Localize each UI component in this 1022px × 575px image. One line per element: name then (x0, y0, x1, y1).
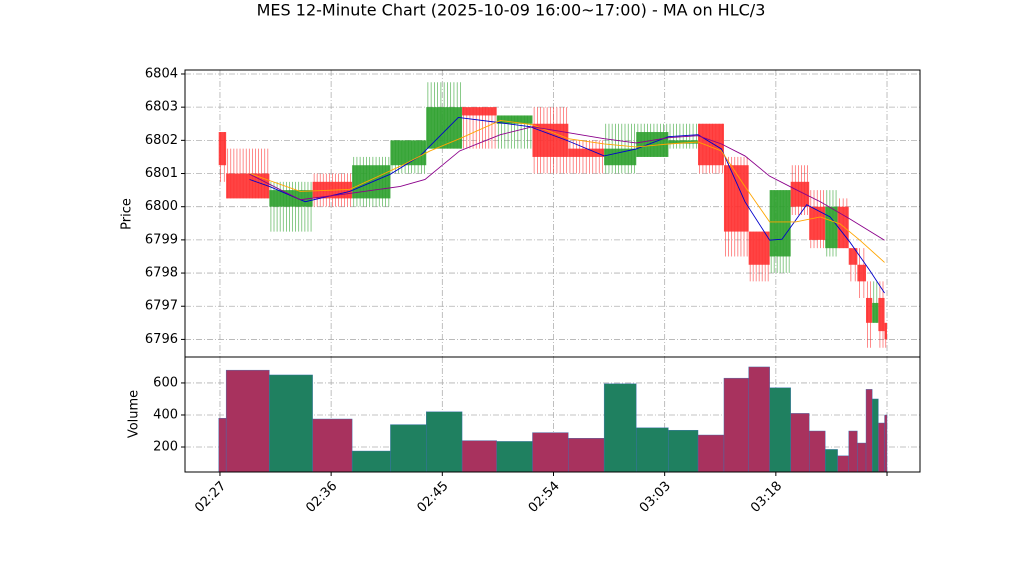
y-tick-label: 6803 (145, 100, 178, 115)
y-tick-label: 400 (153, 407, 178, 422)
y-tick-label: 6797 (145, 299, 178, 314)
volume-bar (636, 427, 669, 473)
candle-body (218, 132, 227, 166)
candle-body (668, 140, 699, 144)
volume-bar (748, 366, 770, 473)
candle-body (390, 140, 427, 166)
volume-bar (825, 449, 838, 473)
volume-bar (312, 418, 353, 473)
y-tick-label: 6799 (145, 232, 178, 247)
candle-body (723, 165, 749, 232)
volume-bar (351, 450, 391, 473)
candle-body (698, 123, 724, 166)
candle-body (426, 107, 463, 149)
y-axis-label: Price (120, 198, 135, 230)
volume-bar (848, 430, 858, 473)
candle-body (496, 115, 533, 124)
volume-bar (808, 430, 826, 473)
volume-frame (184, 356, 921, 473)
volume-bar (871, 398, 879, 473)
moving-average-line (249, 116, 885, 294)
volume-bar (865, 389, 873, 473)
y-tick-label: 6796 (145, 332, 178, 347)
y-tick-label: 6801 (145, 166, 178, 181)
candle-body (825, 206, 838, 249)
volume-bar (603, 383, 637, 473)
moving-average-line (249, 119, 885, 263)
candle-body (748, 231, 770, 265)
volume-bar (461, 440, 497, 473)
volume-bar (426, 411, 463, 473)
y-tick-label: 6800 (145, 199, 178, 214)
chart-title: MES 12-Minute Chart (2025-10-09 16:00~17… (257, 1, 766, 20)
volume-bar (568, 438, 605, 473)
moving-average-line (249, 126, 885, 241)
candle-body (809, 206, 826, 240)
volume-bar (390, 424, 427, 473)
volume-bar (857, 442, 867, 473)
volume-bar (790, 413, 810, 473)
volume-bar (884, 414, 888, 473)
volume-bar (218, 417, 227, 473)
y-tick-label: 6804 (145, 66, 178, 81)
candle-body (866, 297, 873, 323)
candle-body (790, 181, 810, 207)
volume-bar (697, 434, 725, 473)
candle-body (884, 322, 888, 340)
y-tick-label: 600 (153, 375, 178, 390)
candle-body (462, 107, 497, 116)
candle-body (269, 190, 313, 207)
candle-body (226, 173, 270, 199)
volume-axis-label: Volume (127, 390, 142, 438)
volume-bar (723, 377, 749, 473)
volume-bar (269, 374, 313, 473)
volume-bar (878, 422, 885, 473)
candle-body (837, 206, 849, 249)
volume-bar (769, 387, 791, 473)
candle-body (857, 264, 867, 282)
y-tick-label: 6802 (145, 133, 178, 148)
candle-body (568, 148, 605, 157)
candle-body (878, 297, 885, 332)
volume-bar (532, 432, 569, 473)
candle-body (872, 302, 879, 323)
candle-body (604, 148, 637, 166)
volume-bar (496, 441, 533, 473)
candle-body (532, 123, 569, 157)
volume-bar (837, 455, 849, 473)
candle-body (848, 248, 858, 265)
candle-body (769, 190, 791, 257)
y-tick-label: 200 (153, 440, 178, 455)
volume-bar (668, 429, 699, 473)
volume-bar (225, 369, 270, 473)
y-tick-label: 6798 (145, 266, 178, 281)
